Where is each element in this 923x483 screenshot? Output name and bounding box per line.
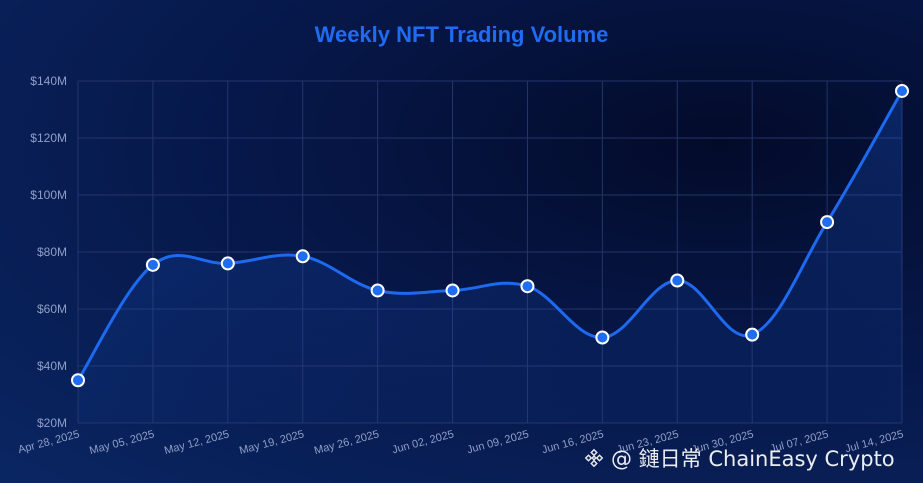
binance-logo-icon: [584, 448, 604, 468]
data-point: [595, 330, 610, 345]
series-area: [78, 90, 902, 423]
y-tick-label: $120M: [30, 131, 67, 145]
y-tick-label: $40M: [37, 359, 67, 373]
data-point: [820, 215, 835, 230]
watermark-text: @ 鏈日常 ChainEasy Crypto: [611, 447, 895, 471]
y-tick-label: $80M: [37, 245, 67, 259]
x-tick-label: Jun 09, 2025: [466, 428, 531, 456]
y-tick-label: $20M: [37, 416, 67, 430]
data-point: [145, 257, 160, 272]
y-tick-label: $100M: [30, 188, 67, 202]
x-tick-label: Apr 28, 2025: [17, 428, 81, 456]
data-point: [895, 83, 909, 98]
x-tick-label: May 05, 2025: [88, 428, 155, 457]
data-point: [370, 283, 385, 298]
y-tick-label: $60M: [37, 302, 67, 316]
data-point: [520, 279, 535, 294]
chart-title: Weekly NFT Trading Volume: [314, 22, 609, 47]
data-point: [295, 249, 310, 264]
x-tick-label: Jun 02, 2025: [391, 428, 456, 456]
data-point: [745, 327, 760, 342]
y-tick-label: $140M: [30, 74, 67, 88]
data-point: [220, 256, 235, 271]
data-point: [445, 283, 460, 298]
watermark: @ 鏈日常 ChainEasy Crypto: [583, 443, 895, 473]
x-tick-label: May 19, 2025: [238, 428, 305, 457]
data-point: [670, 273, 685, 288]
x-tick-label: May 26, 2025: [313, 428, 380, 457]
x-tick-label: May 12, 2025: [163, 428, 230, 457]
data-point: [71, 373, 85, 388]
